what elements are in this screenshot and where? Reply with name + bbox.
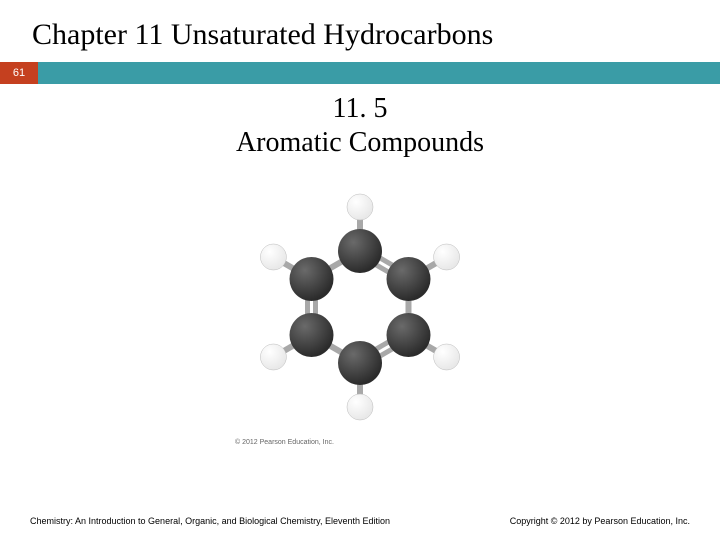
molecule-caption: © 2012 Pearson Education, Inc. xyxy=(235,439,720,446)
chapter-title: Chapter 11 Unsaturated Hydrocarbons xyxy=(0,0,720,62)
slide-footer: Chemistry: An Introduction to General, O… xyxy=(0,516,720,526)
benzene-molecule-svg xyxy=(235,177,485,437)
section-number: 11. 5 xyxy=(0,92,720,126)
molecule-figure xyxy=(0,177,720,437)
section-title: 11. 5 Aromatic Compounds xyxy=(0,92,720,159)
footer-right: Copyright © 2012 by Pearson Education, I… xyxy=(510,516,690,526)
section-name: Aromatic Compounds xyxy=(0,126,720,160)
footer-left: Chemistry: An Introduction to General, O… xyxy=(30,516,390,526)
page-bar: 61 xyxy=(0,62,720,84)
page-bar-fill xyxy=(38,62,720,84)
page-number-badge: 61 xyxy=(0,62,38,84)
